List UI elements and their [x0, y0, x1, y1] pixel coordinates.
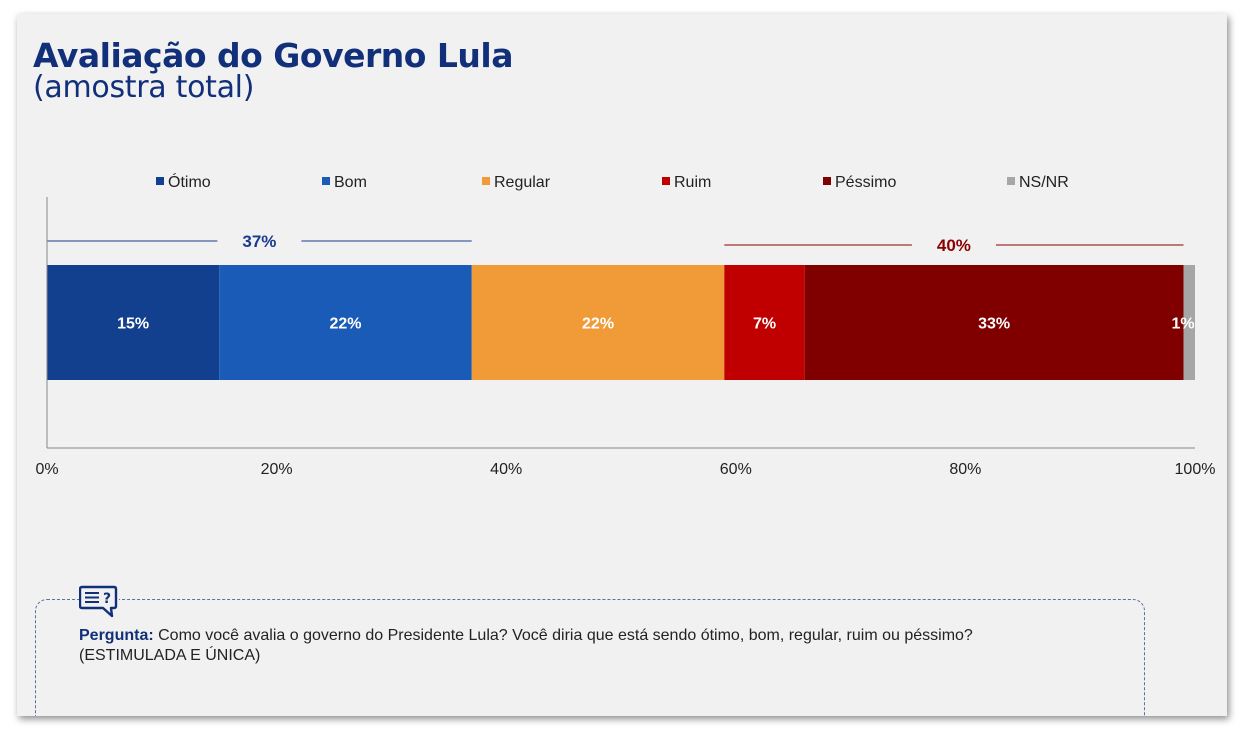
- legend-label: Regular: [494, 174, 551, 191]
- legend-label: Ótimo: [168, 172, 211, 191]
- legend-swatch: [1007, 177, 1015, 185]
- question-text: Pergunta: Como você avalia o governo do …: [79, 626, 1099, 666]
- legend-swatch: [823, 177, 831, 185]
- data-label: 7%: [753, 316, 776, 333]
- bar-segment: [804, 265, 1184, 380]
- legend-swatch: [482, 177, 490, 185]
- bar-segment: [219, 265, 472, 380]
- page-subtitle: (amostra total): [33, 70, 255, 105]
- bar-segment: [47, 265, 220, 380]
- chart-legend: Ótimo Bom Regular Ruim Péssimo NS/NR: [156, 172, 1069, 191]
- data-label: 1%: [1171, 316, 1194, 333]
- x-tick-label: 80%: [949, 461, 981, 478]
- question-box: [35, 599, 1145, 716]
- stacked-bar-chart: Ótimo Bom Regular Ruim Péssimo NS/NR 37% 40% 1…: [35, 172, 1215, 478]
- x-tick-label: 0%: [35, 461, 58, 478]
- question-note: (ESTIMULADA E ÚNICA): [79, 647, 261, 664]
- bar-segment: [471, 265, 725, 380]
- question-chat-icon: ?: [79, 585, 119, 619]
- svg-text:?: ?: [103, 591, 111, 607]
- data-label: 33%: [978, 316, 1010, 333]
- x-tick-label: 60%: [720, 461, 752, 478]
- bar-segment: [1183, 265, 1195, 380]
- legend-label: Péssimo: [835, 174, 896, 191]
- page-title: Avaliação do Governo Lula: [33, 36, 514, 75]
- question-label: Pergunta:: [79, 627, 154, 644]
- legend-swatch: [156, 177, 164, 185]
- x-tick-label: 100%: [1175, 461, 1216, 478]
- x-tick-label: 20%: [261, 461, 293, 478]
- bar-segment: [724, 265, 805, 380]
- legend-label: NS/NR: [1019, 174, 1069, 191]
- annotation-label: 37%: [242, 232, 276, 251]
- chart-axis: 0% 20% 40% 60% 80% 100%: [35, 197, 1215, 478]
- slide: Avaliação do Governo Lula (amostra total…: [17, 14, 1227, 716]
- legend-swatch: [662, 177, 670, 185]
- data-label: 15%: [117, 316, 149, 333]
- data-label: 22%: [582, 316, 614, 333]
- legend-label: Ruim: [674, 174, 711, 191]
- chart-bars: 15% 22% 22% 7% 33% 1%: [47, 265, 1195, 380]
- x-tick-label: 40%: [490, 461, 522, 478]
- legend-swatch: [322, 177, 330, 185]
- question-body: Como você avalia o governo do Presidente…: [153, 627, 973, 644]
- data-label: 22%: [329, 316, 361, 333]
- annotation-label: 40%: [937, 236, 971, 255]
- legend-label: Bom: [334, 174, 367, 191]
- chart-annotations: 37% 40%: [47, 232, 1184, 255]
